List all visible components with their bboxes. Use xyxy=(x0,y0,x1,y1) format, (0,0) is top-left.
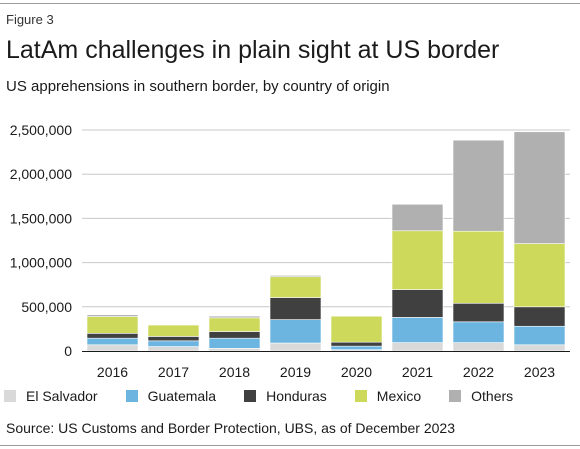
bar-segment-mexico xyxy=(452,230,505,304)
bar-segment-guatemala xyxy=(513,325,566,346)
bar-segment-guatemala xyxy=(147,340,200,347)
legend-label: Guatemala xyxy=(147,388,217,404)
chart-title: LatAm challenges in plain sight at US bo… xyxy=(6,36,500,64)
x-tick-label: 2020 xyxy=(341,364,372,380)
y-tick-label: 1,000,000 xyxy=(10,255,72,271)
top-rule xyxy=(0,3,580,4)
x-tick-label: 2023 xyxy=(524,364,555,380)
bar-segment-honduras xyxy=(330,341,383,347)
bar-segment-el-salvador xyxy=(147,346,200,352)
legend-swatch xyxy=(4,390,16,402)
bar-segment-el-salvador xyxy=(452,342,505,352)
chart-subtitle: US apprehensions in southern border, by … xyxy=(6,78,390,95)
legend-swatch xyxy=(449,390,462,402)
bar-segment-mexico xyxy=(330,315,383,343)
bar-segment-el-salvador xyxy=(86,344,139,352)
bar-segment-honduras xyxy=(513,306,566,327)
x-tick-label: 2018 xyxy=(219,364,250,380)
bar-segment-guatemala xyxy=(452,321,505,343)
x-tick-label: 2017 xyxy=(158,364,189,380)
y-tick-label: 2,500,000 xyxy=(10,122,72,138)
bar-segment-guatemala xyxy=(391,317,444,343)
bar-segment-honduras xyxy=(86,333,139,339)
legend-item: Others xyxy=(449,388,513,404)
x-tick-label: 2019 xyxy=(280,364,311,380)
bar-segment-honduras xyxy=(269,297,322,320)
bar-segment-guatemala xyxy=(330,345,383,350)
legend-swatch xyxy=(244,390,257,402)
bar-segment-others xyxy=(269,275,322,278)
legend-label: Mexico xyxy=(376,388,422,404)
bar-segment-others xyxy=(513,131,566,244)
figure-label: Figure 3 xyxy=(6,12,54,27)
legend-label: Honduras xyxy=(266,388,327,404)
bar-segment-mexico xyxy=(208,317,261,332)
bar-segment-el-salvador xyxy=(269,342,322,352)
bar-segment-honduras xyxy=(452,302,505,323)
legend-swatch xyxy=(125,390,138,402)
bar-segment-el-salvador xyxy=(208,348,261,352)
bar-segment-guatemala xyxy=(269,319,322,344)
bar-segment-others xyxy=(208,315,261,319)
bar-segment-mexico xyxy=(391,230,444,290)
legend: El Salvador Guatemala Honduras Mexico Others xyxy=(4,388,541,404)
source-note: Source: US Customs and Border Protection… xyxy=(6,420,455,436)
bar-segment-mexico xyxy=(86,316,139,334)
legend-item: El Salvador xyxy=(4,388,98,404)
y-tick-label: 500,000 xyxy=(21,299,72,315)
y-tick-label: 2,000,000 xyxy=(10,166,72,182)
bar-segment-others xyxy=(86,314,139,317)
legend-label: Others xyxy=(471,388,514,404)
bar-segment-honduras xyxy=(208,331,261,339)
bar-segment-mexico xyxy=(513,243,566,308)
y-tick-label: 1,500,000 xyxy=(10,210,72,226)
legend-item: Honduras xyxy=(244,388,327,404)
bar-segment-el-salvador xyxy=(513,344,566,352)
x-tick-label: 2016 xyxy=(97,364,128,380)
legend-item: Guatemala xyxy=(125,388,217,404)
legend-label: El Salvador xyxy=(26,388,98,404)
bar-segment-honduras xyxy=(391,289,444,318)
y-tick-label: 0 xyxy=(64,343,72,359)
bar-segment-guatemala xyxy=(86,337,139,346)
legend-item: Mexico xyxy=(354,388,422,404)
x-tick-label: 2022 xyxy=(463,364,494,380)
bar-segment-el-salvador xyxy=(391,342,444,352)
bar-segment-guatemala xyxy=(208,337,261,349)
stacked-bar-chart: 0 500,000 1,000,000 1,500,000 2,000,000 2,500… xyxy=(10,122,570,380)
bottom-rule xyxy=(0,445,580,446)
bar-segment-mexico xyxy=(147,324,200,337)
bar-segment-honduras xyxy=(147,336,200,342)
bar-segment-others xyxy=(452,139,505,232)
legend-swatch xyxy=(354,390,367,402)
bar-segment-others xyxy=(391,203,444,232)
x-tick-label: 2021 xyxy=(402,364,433,380)
bar-segment-mexico xyxy=(269,276,322,298)
